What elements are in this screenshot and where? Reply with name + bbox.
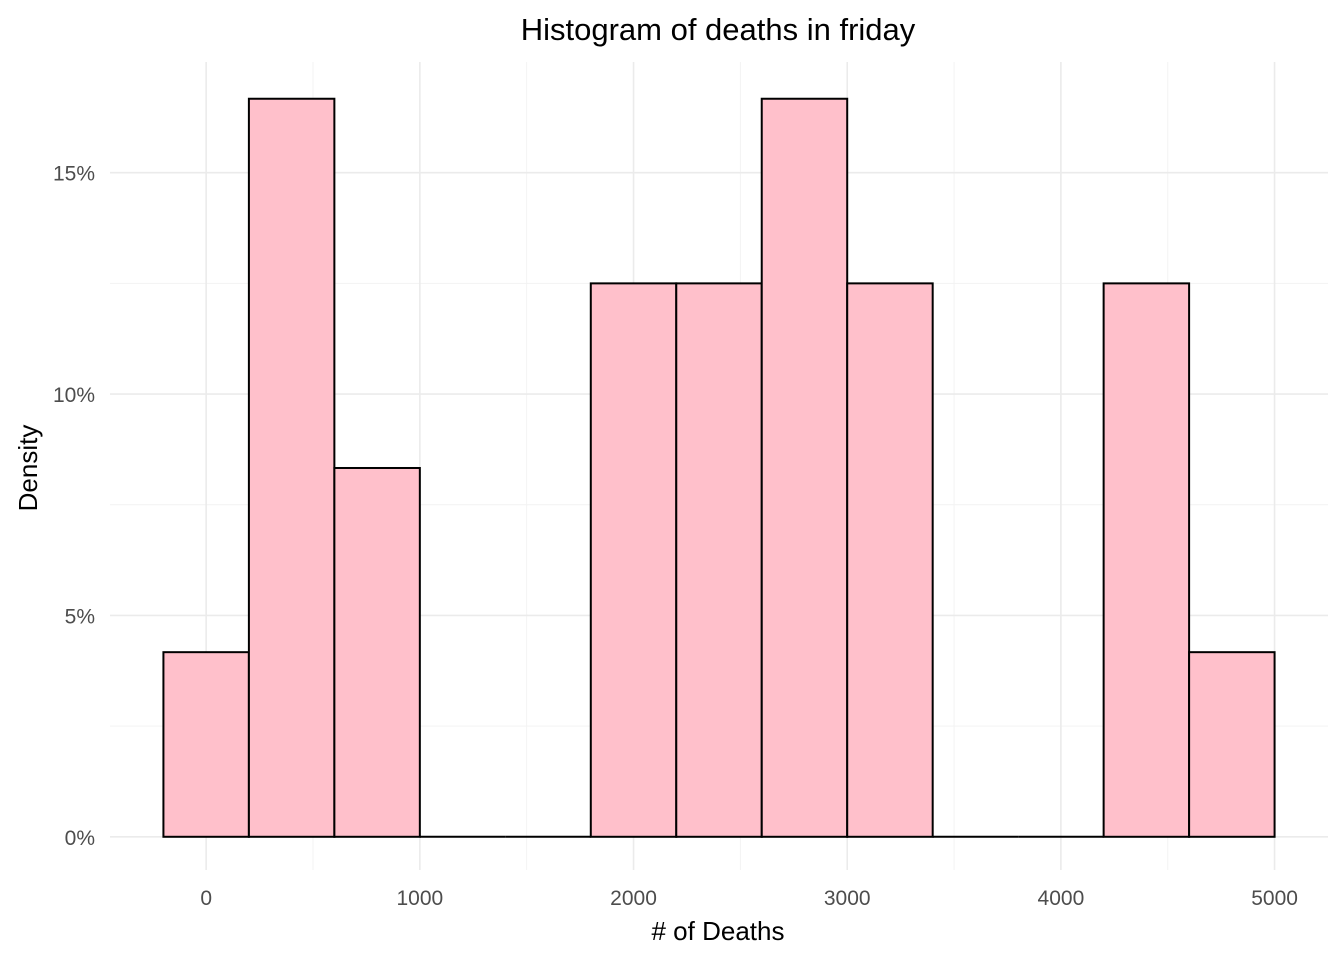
x-tick-label: 5000	[1251, 887, 1298, 910]
histogram-bar-0	[162, 651, 250, 838]
x-tick-label: 0	[200, 887, 212, 910]
chart-title: Histogram of deaths in friday	[521, 12, 916, 47]
y-axis-ticks: 0% 5% 10% 15%	[53, 163, 95, 850]
histogram-bar-6	[675, 282, 763, 838]
histogram-bar-2	[333, 466, 421, 838]
x-tick-label: 1000	[396, 887, 443, 910]
histogram-bar-8	[846, 282, 934, 838]
y-tick-label: 15%	[53, 163, 95, 186]
x-tick-label: 3000	[824, 887, 871, 910]
histogram-bar-7	[760, 97, 849, 838]
y-tick-label: 0%	[65, 827, 95, 850]
x-tick-label: 4000	[1038, 887, 1085, 910]
y-tick-label: 10%	[53, 384, 95, 407]
histogram-bars	[162, 97, 1276, 838]
histogram-bar-12	[1188, 651, 1276, 838]
x-axis-ticks: 0 1000 2000 3000 4000 5000	[200, 887, 1298, 910]
y-axis-title: Density	[13, 425, 43, 512]
y-tick-label: 5%	[65, 605, 95, 628]
histogram-bar-5	[589, 282, 678, 838]
x-tick-label: 2000	[610, 887, 657, 910]
histogram-bar-1	[247, 97, 336, 838]
histogram-bar-11	[1102, 282, 1191, 838]
x-axis-title: # of Deaths	[652, 916, 785, 946]
